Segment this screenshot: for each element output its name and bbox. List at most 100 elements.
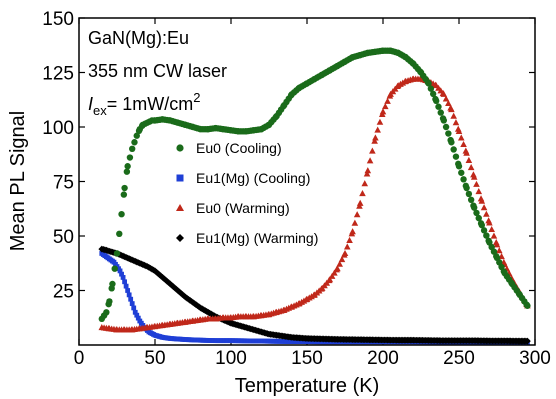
data-point	[455, 163, 463, 170]
data-point	[455, 127, 463, 134]
data-point	[117, 268, 123, 274]
data-point	[483, 210, 490, 217]
data-point	[495, 247, 503, 254]
series-eu1-warming	[98, 245, 531, 345]
data-point	[356, 199, 364, 206]
data-point	[524, 337, 531, 345]
data-point	[470, 173, 478, 180]
data-point	[493, 241, 501, 248]
data-point	[120, 275, 126, 280]
data-point	[341, 249, 349, 257]
data-point	[524, 302, 531, 309]
data-point	[450, 112, 457, 119]
data-point	[372, 134, 379, 141]
annotation-excitation-sup: 2	[193, 90, 200, 105]
data-point	[366, 157, 374, 164]
data-point	[452, 119, 460, 126]
y-tick-labels: 25 50 75 100 125 150	[42, 9, 74, 303]
data-point	[123, 283, 129, 289]
data-point	[480, 204, 488, 211]
legend-item-eu0-warming: Eu0 (Warming)	[176, 200, 290, 216]
x-tick-labels: 0 50 100 150 200 250 300	[74, 348, 551, 369]
data-point	[331, 269, 338, 276]
x-tick-label: 0	[74, 348, 85, 369]
data-point	[478, 197, 486, 204]
data-point	[435, 103, 442, 110]
plot-frame	[78, 17, 536, 346]
legend: Eu0 (Cooling) Eu1(Mg) (Cooling) Eu0 (War…	[176, 140, 318, 246]
data-point	[109, 280, 116, 288]
legend-marker-eu1-warming	[176, 234, 184, 242]
data-point	[457, 134, 465, 141]
data-point	[475, 188, 483, 195]
data-point	[440, 117, 447, 124]
data-point	[129, 145, 136, 152]
y-tick-label: 25	[53, 282, 74, 303]
data-point	[379, 108, 387, 115]
x-tick-label: 150	[291, 348, 323, 369]
annotation-excitation-main: I	[88, 94, 93, 114]
legend-label-eu0-cooling: Eu0 (Cooling)	[196, 140, 282, 156]
data-point	[135, 315, 141, 321]
data-point	[473, 209, 480, 217]
data-point	[433, 97, 440, 105]
data-point	[467, 196, 475, 204]
data-point	[475, 214, 482, 222]
data-point	[363, 170, 371, 177]
data-point	[134, 312, 140, 318]
data-point	[338, 256, 346, 263]
data-point	[369, 147, 376, 154]
series-eu0-cooling	[98, 47, 531, 323]
x-tick-label: 300	[519, 348, 551, 369]
data-point	[128, 296, 134, 302]
annotation-excitation: Iex= 1mW/cm2	[88, 90, 201, 118]
data-point	[465, 190, 473, 198]
x-axis-title: Temperature (K)	[235, 375, 380, 397]
data-point	[463, 184, 470, 192]
data-point	[113, 250, 121, 257]
data-point	[361, 180, 369, 187]
data-point	[381, 103, 389, 110]
data-point	[353, 211, 361, 218]
data-point	[349, 228, 356, 235]
annotation-excitation-value: = 1mW/cm	[107, 94, 194, 114]
data-point	[442, 123, 450, 131]
data-point	[463, 149, 470, 156]
x-tick-label: 200	[367, 348, 399, 369]
data-point	[132, 309, 138, 315]
data-point	[133, 132, 140, 139]
data-point	[427, 85, 435, 92]
data-point	[374, 126, 381, 133]
legend-marker-eu1-cooling	[176, 174, 184, 182]
data-point	[121, 184, 128, 192]
data-point	[448, 139, 455, 146]
annotation-excitation-sub: ex	[93, 103, 107, 118]
data-point	[490, 232, 498, 239]
data-point	[328, 272, 336, 279]
data-point	[116, 230, 123, 238]
data-point	[486, 219, 493, 226]
data-point	[437, 109, 444, 116]
data-point	[123, 168, 131, 175]
data-point	[452, 153, 460, 160]
data-point	[346, 236, 353, 243]
data-point	[364, 167, 372, 174]
data-point	[488, 225, 495, 233]
x-tick-label: 250	[443, 348, 475, 369]
data-point	[124, 163, 131, 170]
data-point	[103, 309, 110, 316]
data-point	[118, 211, 125, 218]
data-point	[376, 118, 384, 125]
data-point	[460, 140, 467, 148]
data-point	[334, 265, 341, 272]
y-axis-title: Mean PL Signal	[7, 111, 29, 251]
data-point	[131, 305, 137, 311]
data-point	[111, 265, 118, 272]
data-point	[384, 97, 391, 104]
y-tick-label: 125	[42, 64, 74, 85]
data-point	[471, 204, 478, 211]
data-point	[480, 227, 488, 234]
data-point	[429, 90, 437, 98]
data-point	[371, 137, 378, 144]
